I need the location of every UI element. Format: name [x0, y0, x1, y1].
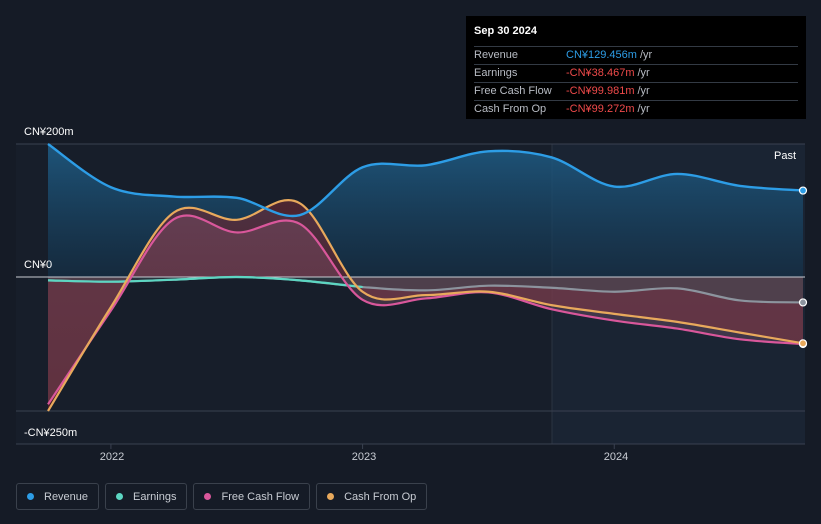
y-tick-label-top: CN¥200m	[24, 126, 74, 138]
legend-item-revenue[interactable]: Revenue	[16, 483, 100, 510]
tooltip-unit: /yr	[637, 85, 650, 97]
revenue-dot-icon	[27, 493, 34, 500]
revenue-line	[47, 143, 804, 218]
cash-from-op-end-point	[798, 339, 808, 348]
tooltip-row-revenue: Revenue CN¥129.456m /yr	[474, 46, 798, 64]
past-label: Past	[774, 150, 797, 162]
legend-label: Revenue	[44, 490, 89, 503]
legend: Revenue Earnings Free Cash Flow Cash Fro…	[16, 483, 428, 510]
legend-label: Earnings	[133, 490, 177, 503]
earnings-line-early	[47, 275, 363, 289]
tooltip-unit: /yr	[639, 49, 653, 61]
tooltip-row-earnings: Earnings -CN¥38.467m /yr	[474, 64, 798, 82]
tooltip: Sep 30 2024 Revenue CN¥129.456m /yr Earn…	[466, 16, 806, 119]
cash-from-op-area	[48, 200, 803, 411]
y-tick-label-zero: CN¥0	[24, 259, 53, 271]
tooltip-label: Revenue	[474, 49, 519, 61]
revenue-end-point	[798, 186, 808, 195]
tooltip-value: -CN¥38.467m	[566, 67, 635, 79]
free-cash-flow-line	[47, 214, 804, 405]
x-tick-label-2023: 2023	[351, 451, 377, 463]
cash-from-op-dot-icon	[327, 493, 335, 500]
tooltip-row-cash-from-op: Cash From Op -CN¥99.272m /yr	[474, 100, 798, 118]
legend-item-cash-from-op[interactable]: Cash From Op	[316, 483, 428, 510]
earnings-end-point	[798, 298, 808, 307]
tooltip-label: Earnings	[474, 67, 518, 79]
tooltip-unit: /yr	[637, 103, 650, 115]
free-cash-flow-area	[48, 215, 803, 405]
x-tick-label-2024: 2024	[603, 451, 629, 463]
tooltip-date: Sep 30 2024	[474, 25, 537, 37]
free-cash-flow-dot-icon	[204, 493, 212, 500]
tooltip-value: -CN¥99.272m	[566, 103, 635, 115]
tooltip-label: Free Cash Flow	[474, 85, 552, 97]
x-tick-label-2022: 2022	[99, 451, 125, 463]
earnings-dot-icon	[116, 493, 124, 500]
y-tick-label-bottom: -CN¥250m	[24, 427, 78, 439]
tooltip-label: Cash From Op	[474, 103, 547, 115]
tooltip-value: -CN¥99.981m	[566, 85, 635, 97]
legend-label: Cash From Op	[344, 490, 417, 503]
tooltip-unit: /yr	[637, 67, 650, 79]
legend-label: Free Cash Flow	[221, 490, 300, 503]
legend-item-earnings[interactable]: Earnings	[105, 483, 188, 510]
tooltip-value: CN¥129.456m	[566, 49, 637, 61]
legend-item-free-cash-flow[interactable]: Free Cash Flow	[193, 483, 311, 510]
cash-from-op-line	[47, 199, 804, 412]
tooltip-row-free-cash-flow: Free Cash Flow -CN¥99.981m /yr	[474, 82, 798, 100]
